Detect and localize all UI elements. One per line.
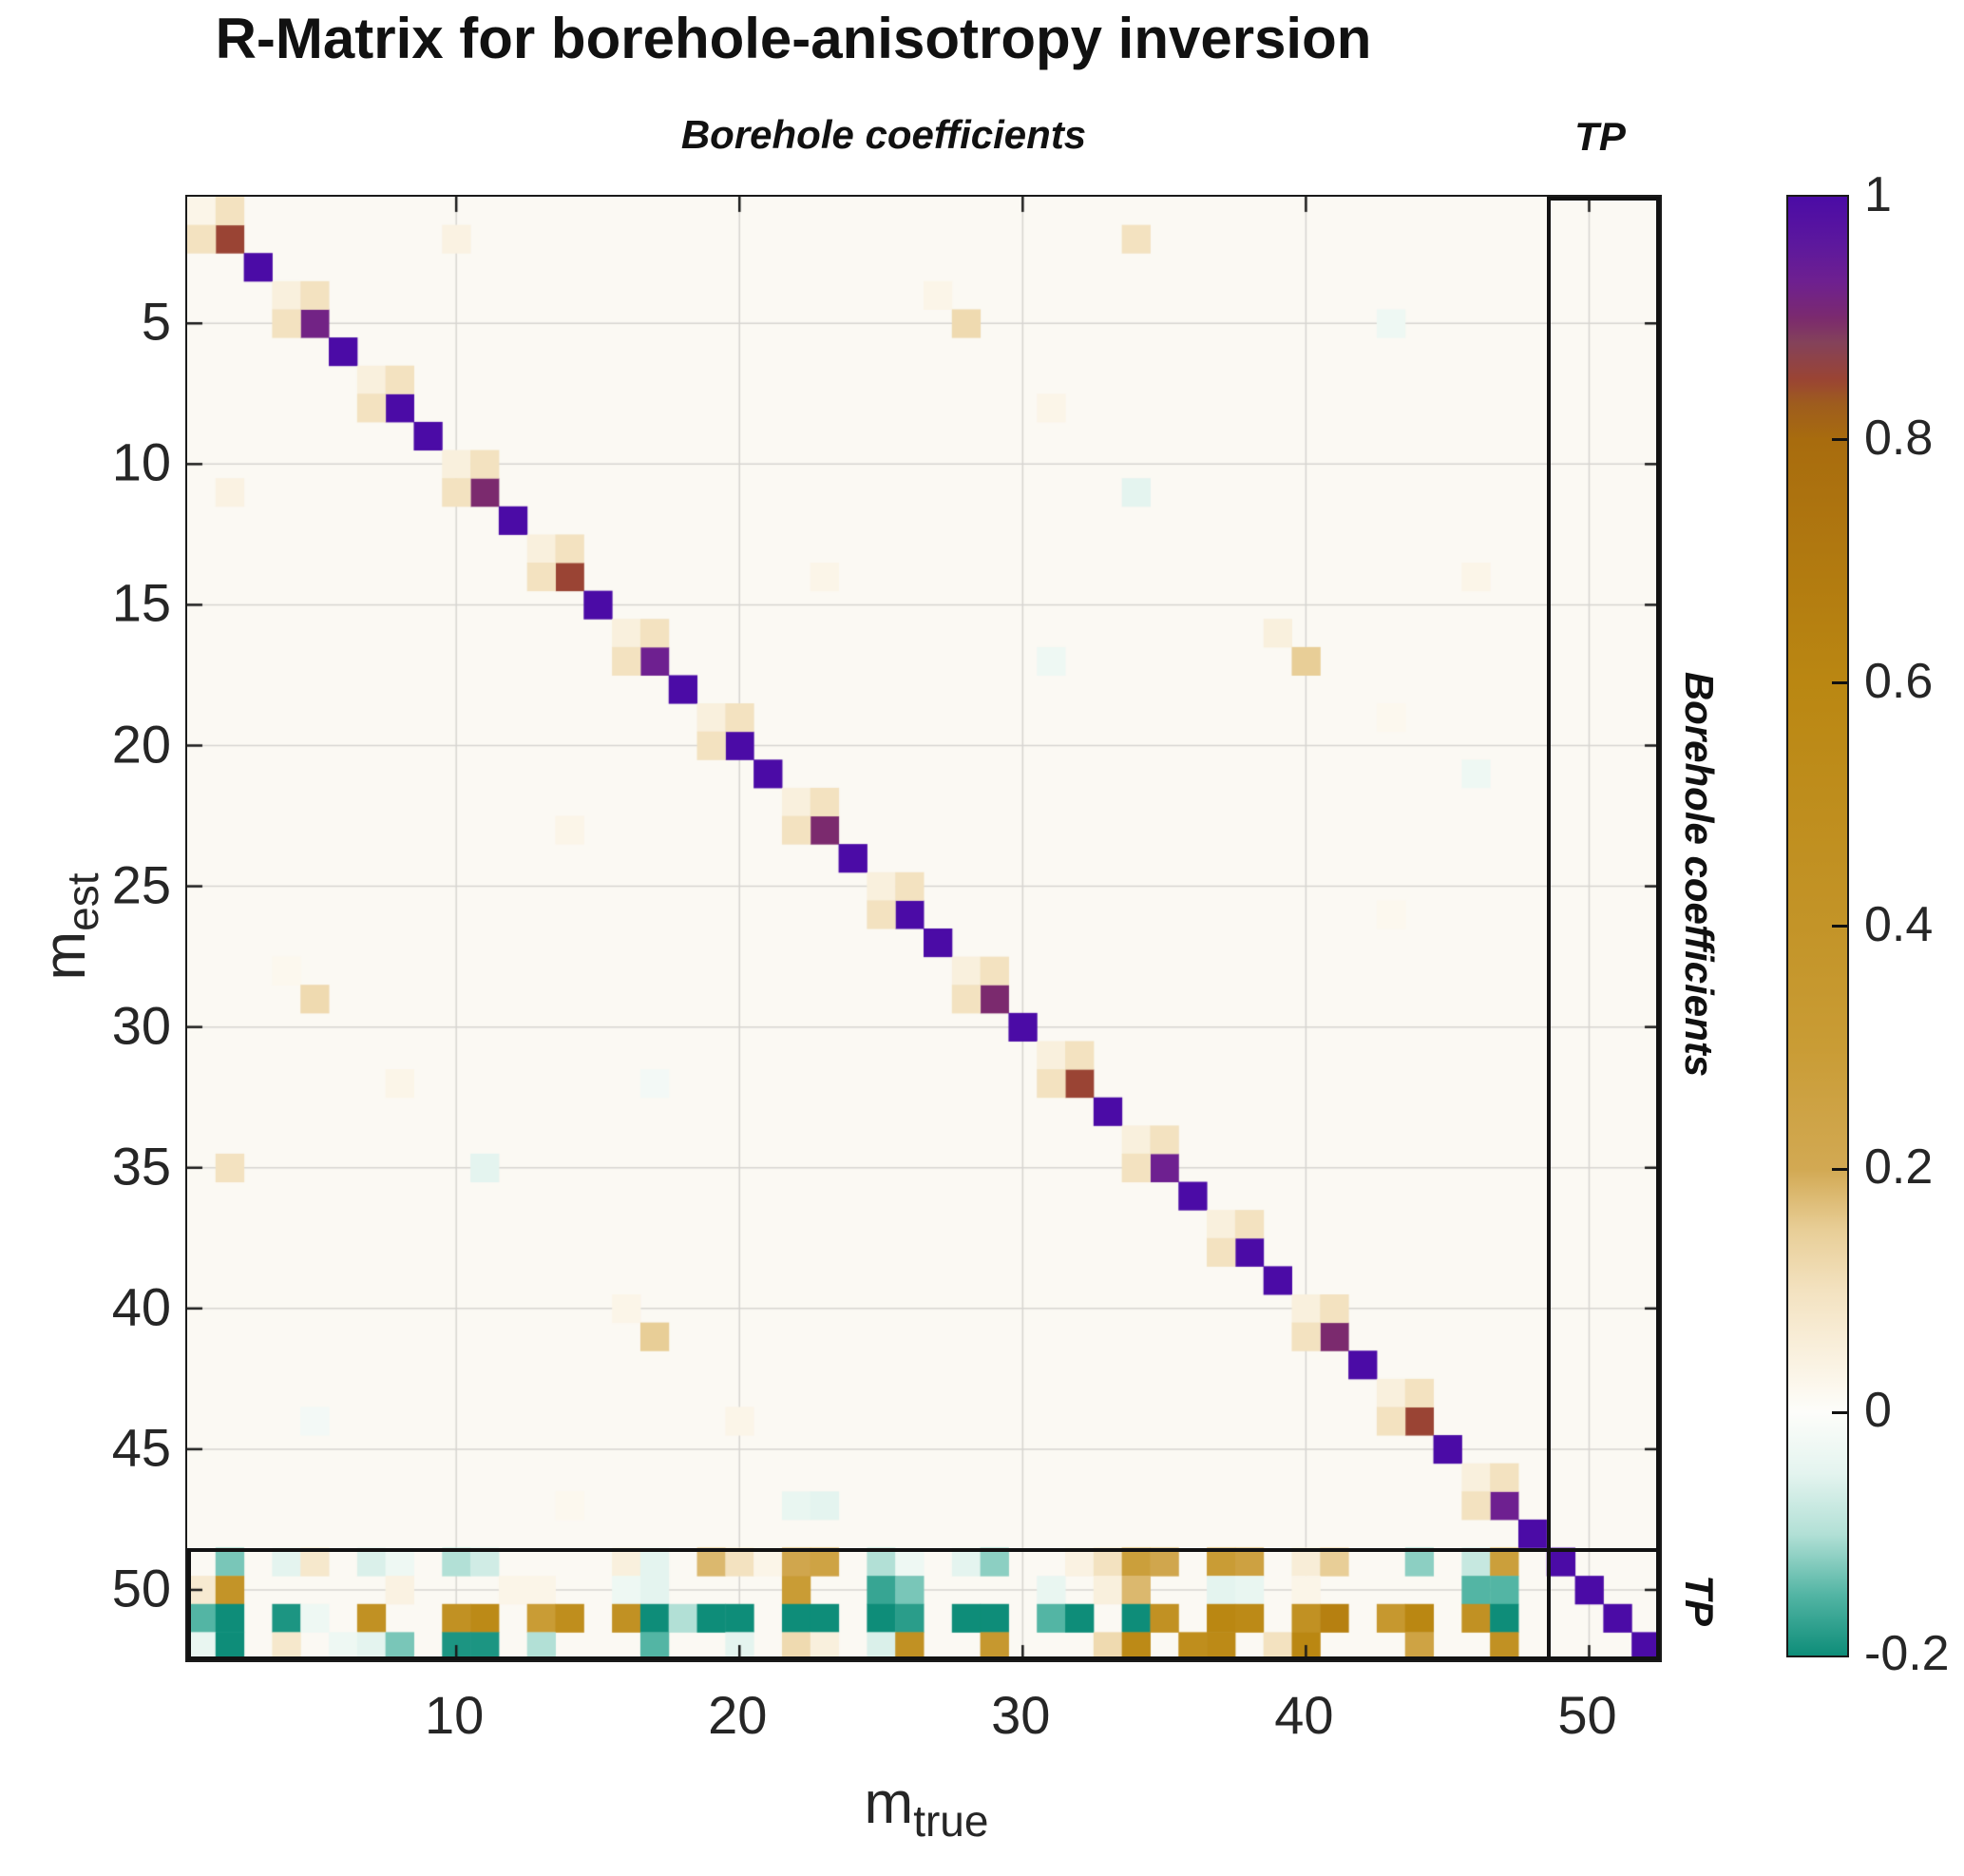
annotation-tp-right: TP: [1677, 1575, 1722, 1626]
x-tick-label-20: 20: [708, 1685, 768, 1745]
x-tick-label-10: 10: [425, 1685, 485, 1745]
heatmap-canvas: [187, 197, 1660, 1660]
colorbar-tick-0.6: [1832, 681, 1847, 685]
y-tick-label-10: 10: [111, 431, 171, 492]
x-tick-label-30: 30: [991, 1685, 1051, 1745]
colorbar: [1786, 195, 1849, 1657]
x-axis-label: mtrue: [864, 1770, 989, 1846]
colorbar-tick-label-0.4: 0.4: [1864, 896, 1934, 952]
annotation-tp-top: TP: [1574, 114, 1626, 159]
colorbar-tick-label-0.2: 0.2: [1864, 1139, 1934, 1196]
chart-title: R-Matrix for borehole-anisotropy inversi…: [215, 7, 1372, 70]
y-tick-label-45: 45: [111, 1417, 171, 1478]
x-tick-label-40: 40: [1274, 1685, 1334, 1745]
y-tick-label-50: 50: [111, 1558, 171, 1618]
colorbar-tick-label-0.6: 0.6: [1864, 653, 1934, 709]
y-tick-label-20: 20: [111, 714, 171, 774]
plot-area: [185, 195, 1662, 1662]
y-tick-label-35: 35: [111, 1136, 171, 1196]
colorbar-tick-label-0.8: 0.8: [1864, 410, 1934, 466]
annotation-borehole-coefficients-top: Borehole coefficients: [680, 112, 1087, 157]
colorbar-tick-0.4: [1832, 925, 1847, 928]
y-tick-label-25: 25: [111, 854, 171, 915]
x-axis-label-sub: true: [913, 1796, 989, 1846]
colorbar-tick-0: [1832, 1410, 1847, 1414]
colorbar-tick-label-1: 1: [1864, 167, 1892, 222]
colorbar-tick-0.8: [1832, 438, 1847, 442]
x-axis-label-base: m: [864, 1771, 914, 1836]
y-tick-label-40: 40: [111, 1276, 171, 1337]
y-tick-label-5: 5: [141, 291, 171, 352]
annotation-borehole-coefficients-right: Borehole coefficients: [1677, 671, 1722, 1078]
colorbar-tick-label--0.2: -0.2: [1864, 1626, 1950, 1681]
y-axis-label-base: m: [32, 930, 99, 981]
colorbar-tick-label-0: 0: [1864, 1383, 1892, 1439]
y-tick-label-15: 15: [111, 572, 171, 633]
colorbar-tick-0.2: [1832, 1167, 1847, 1171]
y-tick-label-30: 30: [111, 995, 171, 1056]
x-tick-label-50: 50: [1557, 1685, 1617, 1745]
